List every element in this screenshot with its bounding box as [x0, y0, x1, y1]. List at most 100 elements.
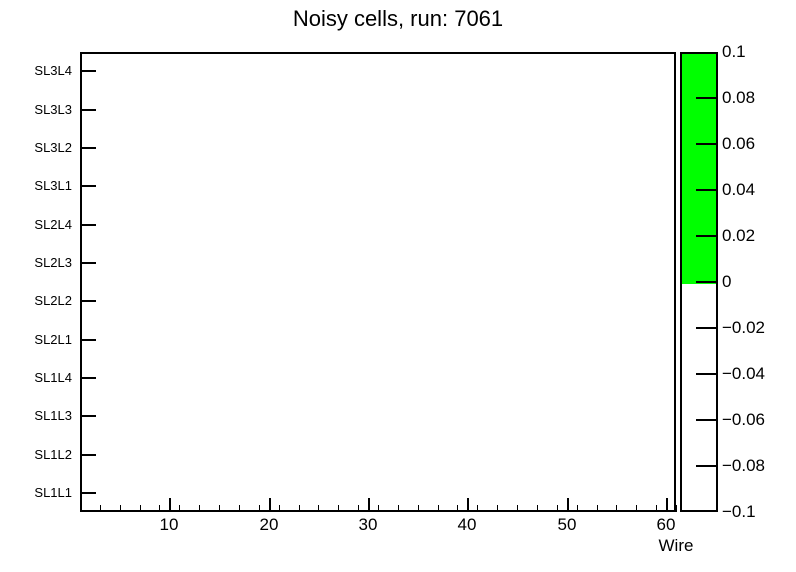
y-axis-tick	[80, 261, 96, 264]
x-axis-minor-tick	[219, 505, 220, 512]
colorbar-tick	[696, 97, 716, 99]
x-axis-minor-tick	[239, 505, 240, 512]
y-axis-label-text: SL3L1	[34, 178, 72, 194]
x-axis-minor-tick	[636, 505, 637, 512]
colorbar-tick	[696, 52, 716, 54]
y-axis-label-text: SL1L4	[34, 369, 72, 385]
x-axis-minor-tick	[179, 505, 180, 512]
x-axis-minor-tick	[358, 505, 359, 512]
x-axis-minor-tick	[120, 505, 121, 512]
y-axis-label-sl3l1: SL3L1	[0, 179, 72, 192]
x-axis-minor-tick	[299, 505, 300, 512]
x-axis-major-tick	[368, 498, 370, 512]
x-axis-minor-tick	[438, 505, 439, 512]
y-axis-label-text: SL2L2	[34, 293, 72, 309]
x-axis-minor-tick	[259, 505, 260, 512]
page-title: Noisy cells, run: 7061	[292, 6, 504, 31]
y-axis-label-sl2l4: SL2L4	[0, 218, 72, 231]
colorbar-tick-label: 0.02	[722, 226, 756, 245]
colorbar-tick	[696, 281, 716, 283]
colorbar-tick	[696, 373, 716, 375]
colorbar-tick-label: −0.06	[722, 410, 766, 429]
y-axis-label-text: SL2L3	[34, 254, 72, 270]
x-axis-tick-label: 10	[159, 515, 179, 534]
x-axis-minor-tick	[597, 505, 598, 512]
y-axis-label-text: SL3L2	[34, 139, 72, 155]
y-axis-label-sl2l3: SL2L3	[0, 256, 72, 269]
colorbar-tick-label: −0.02	[722, 318, 766, 337]
x-axis-minor-tick	[656, 505, 657, 512]
y-axis-tick	[80, 338, 96, 341]
x-axis-minor-tick	[537, 505, 538, 512]
x-axis-tick-label: 30	[358, 515, 378, 534]
x-axis-tick-label: 60	[656, 515, 676, 534]
y-axis-label-text: SL2L1	[34, 331, 72, 347]
colorbar-tick-label: 0.04	[722, 180, 756, 199]
y-axis-label-sl2l1: SL2L1	[0, 333, 72, 346]
x-axis-minor-tick	[199, 505, 200, 512]
y-axis-label-sl3l3: SL3L3	[0, 103, 72, 116]
x-axis-minor-tick	[159, 505, 160, 512]
y-axis-tick	[80, 453, 96, 456]
colorbar-tick	[696, 510, 716, 512]
x-axis-minor-tick	[477, 505, 478, 512]
colorbar-tick	[696, 189, 716, 191]
x-axis-minor-tick	[497, 505, 498, 512]
y-axis-label-sl1l4: SL1L4	[0, 371, 72, 384]
x-axis-minor-tick	[318, 505, 319, 512]
y-axis-tick	[80, 185, 96, 188]
y-axis-tick	[80, 491, 96, 494]
x-axis-major-tick	[666, 498, 668, 512]
colorbar-tick-label: 0.06	[722, 134, 756, 153]
y-axis-tick	[80, 108, 96, 111]
y-axis-label-text: SL3L4	[34, 63, 72, 79]
colorbar-fill	[682, 54, 716, 284]
y-axis-label-text: SL1L3	[34, 408, 72, 424]
colorbar-tick-label: −0.08	[722, 456, 766, 475]
x-axis-minor-tick	[100, 505, 101, 512]
y-axis-tick	[80, 70, 96, 73]
x-axis-minor-tick	[557, 505, 558, 512]
y-axis-label-sl3l4: SL3L4	[0, 64, 72, 77]
colorbar-tick-label: 0.08	[722, 88, 756, 107]
colorbar-tick	[696, 143, 716, 145]
x-axis-major-tick	[269, 498, 271, 512]
x-axis-minor-tick	[80, 505, 81, 512]
colorbar-tick	[696, 465, 716, 467]
y-axis-label-text: SL3L3	[34, 101, 72, 117]
x-axis-minor-tick	[338, 505, 339, 512]
x-axis-minor-tick	[517, 505, 518, 512]
y-axis-tick	[80, 415, 96, 418]
colorbar-tick-label: −0.1	[722, 502, 756, 521]
y-axis-label-sl1l2: SL1L2	[0, 448, 72, 461]
y-axis-label-sl3l2: SL3L2	[0, 141, 72, 154]
x-axis-major-tick	[169, 498, 171, 512]
y-axis-label-text: SL1L2	[34, 446, 72, 462]
x-axis-minor-tick	[676, 505, 677, 512]
x-axis-minor-tick	[616, 505, 617, 512]
y-axis-label-sl2l2: SL2L2	[0, 294, 72, 307]
y-axis-label-text: SL2L4	[34, 216, 72, 232]
colorbar-tick	[696, 235, 716, 237]
x-axis-minor-tick	[279, 505, 280, 512]
heatmap-plot-area	[82, 54, 674, 510]
y-axis-label-sl1l3: SL1L3	[0, 409, 72, 422]
colorbar-tick-label: 0	[722, 272, 732, 291]
x-axis-minor-tick	[577, 505, 578, 512]
x-axis-tick-label: 40	[457, 515, 477, 534]
x-axis-tick-label: 20	[259, 515, 279, 534]
x-axis-major-tick	[467, 498, 469, 512]
colorbar-tick-label: 0.1	[722, 42, 746, 61]
colorbar-tick	[696, 419, 716, 421]
colorbar-tick-label: −0.04	[722, 364, 766, 383]
x-axis-minor-tick	[418, 505, 419, 512]
x-axis-major-tick	[567, 498, 569, 512]
x-axis-minor-tick	[398, 505, 399, 512]
x-axis-minor-tick	[140, 505, 141, 512]
y-axis-tick	[80, 376, 96, 379]
y-axis-tick	[80, 300, 96, 303]
colorbar-tick	[696, 327, 716, 329]
y-axis-tick	[80, 223, 96, 226]
y-axis-label-text: SL1L1	[34, 484, 72, 500]
